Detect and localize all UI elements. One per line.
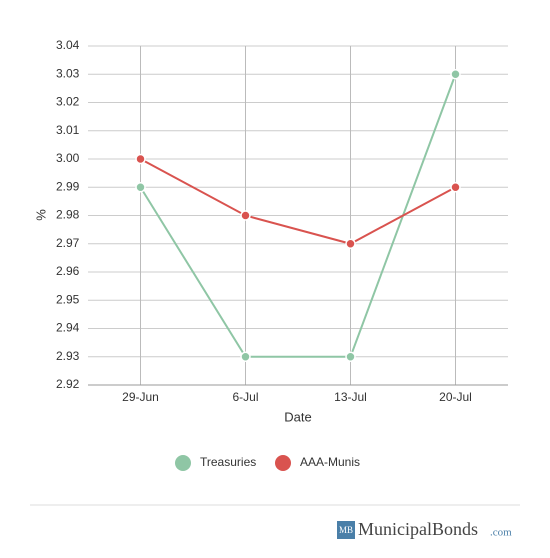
legend-marker (175, 455, 191, 471)
x-tick-label: 6-Jul (232, 390, 258, 404)
y-tick-label: 2.99 (56, 179, 80, 193)
brand: MunicipalBonds (358, 519, 478, 539)
legend-label: Treasuries (200, 455, 256, 469)
brand-domain: .com (490, 527, 512, 539)
data-point (135, 182, 146, 193)
x-tick-label: 29-Jun (122, 390, 159, 404)
y-axis-label: % (33, 209, 48, 221)
y-tick-label: 3.03 (56, 66, 80, 80)
logo-box (337, 521, 355, 539)
y-tick-label: 2.92 (56, 377, 80, 391)
data-point (135, 153, 146, 165)
y-tick-label: 3.02 (56, 95, 80, 109)
y-tick-label: 3.00 (56, 151, 80, 165)
y-tick-label: 2.98 (56, 208, 80, 222)
data-point (240, 351, 251, 362)
y-tick-label: 2.96 (56, 264, 80, 278)
y-tick-label: 2.93 (56, 349, 80, 363)
logo: MB (339, 525, 353, 535)
legend-marker (275, 455, 291, 471)
data-point (450, 182, 461, 193)
y-tick-label: 2.95 (56, 292, 80, 306)
data-point (345, 238, 356, 249)
x-axis-label: Date (284, 409, 311, 424)
y-tick-label: 2.97 (56, 236, 80, 250)
y-tick-label: 3.04 (56, 38, 80, 52)
legend-label: AAA-Munis (300, 455, 360, 469)
data-point (240, 210, 251, 221)
series-line (140, 158, 456, 245)
x-tick-label: 13-Jul (334, 390, 367, 404)
data-point (345, 351, 356, 362)
y-tick-label: 3.01 (56, 123, 80, 137)
data-point (450, 69, 461, 80)
y-tick-label: 2.94 (56, 321, 80, 335)
x-tick-label: 20-Jul (439, 390, 472, 404)
